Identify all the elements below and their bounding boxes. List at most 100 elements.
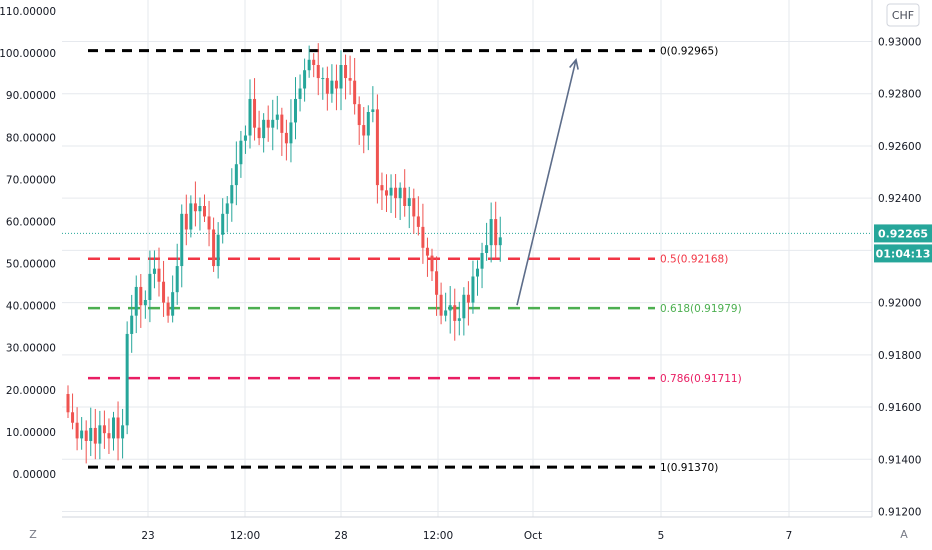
- candle-body: [375, 109, 379, 186]
- left-axis-tick: 60.00000: [6, 216, 56, 228]
- candle-body: [480, 253, 484, 269]
- right-axis-tick: 0.92600: [878, 141, 921, 153]
- candle-body: [112, 417, 115, 439]
- candle-body: [312, 59, 316, 65]
- candle-body: [84, 430, 88, 441]
- candle-body: [189, 203, 193, 230]
- candle-body: [212, 229, 216, 267]
- candle-body: [357, 104, 361, 126]
- candle-body: [348, 78, 352, 81]
- candle-body: [489, 219, 493, 246]
- candle-body: [139, 286, 143, 306]
- right-axis-tick: 0.93000: [878, 37, 921, 49]
- chart-grid: [62, 0, 872, 517]
- left-axis-tick: 80.00000: [6, 132, 56, 144]
- candle-body: [262, 119, 266, 139]
- candle-body: [303, 70, 307, 89]
- arrow-head: [569, 57, 579, 70]
- candle-body: [157, 268, 161, 282]
- time-axis-tick: 12:00: [423, 530, 453, 542]
- candle-body: [75, 422, 79, 439]
- candle-body: [321, 78, 325, 80]
- candle-body: [330, 80, 334, 94]
- left-axis: 110.00000 100.00000 90.00000 80.00000 70.000…: [0, 6, 56, 481]
- candle-body: [239, 140, 243, 165]
- candle-body: [316, 65, 320, 79]
- candle-body: [485, 245, 489, 253]
- candle-body: [453, 305, 457, 321]
- left-axis-tick: 20.00000: [6, 385, 56, 397]
- right-axis-tick: 0.91800: [878, 350, 921, 362]
- candle-body: [435, 271, 439, 295]
- last-price-value: 0.92265: [878, 227, 928, 240]
- fib-level-label: 0.618(0.91979): [660, 303, 742, 315]
- candle-body: [289, 122, 293, 144]
- time-axis-tick: 12:00: [230, 530, 260, 542]
- candle-body: [339, 65, 343, 89]
- candle-body: [430, 255, 434, 272]
- candle-body: [294, 98, 297, 123]
- candle-body: [421, 226, 425, 248]
- candle-body: [275, 114, 279, 120]
- candle-body: [353, 80, 357, 105]
- candle-body: [102, 425, 106, 434]
- candle-body: [234, 164, 238, 186]
- left-axis-tick: 10.00000: [6, 427, 56, 439]
- left-axis-tick: 70.00000: [6, 174, 56, 186]
- right-axis-tick: 0.92000: [878, 298, 921, 310]
- candle-body: [462, 294, 466, 319]
- right-axis-tick: 0.92800: [878, 89, 921, 101]
- candle-body: [398, 187, 402, 199]
- right-axis-tick: 0.92400: [878, 193, 921, 205]
- trend-arrow: [516, 57, 579, 306]
- candle-body: [207, 216, 211, 230]
- candle-body: [225, 203, 229, 214]
- fib-level-label: 1(0.91370): [660, 462, 718, 474]
- left-axis-tick: 110.00000: [0, 6, 56, 18]
- candle-body: [466, 294, 470, 303]
- candle-body: [471, 276, 475, 303]
- candle-body: [116, 417, 120, 439]
- candle-body: [248, 98, 252, 136]
- candle-body: [494, 219, 498, 246]
- currency-label[interactable]: CHF: [886, 3, 920, 27]
- left-axis-tick: 30.00000: [6, 343, 56, 355]
- candle-body: [125, 333, 129, 426]
- fib-level-label: 0(0.92965): [660, 46, 718, 58]
- left-axis-tick: 40.00000: [6, 301, 56, 313]
- auto-scale-button[interactable]: A: [900, 528, 908, 541]
- candle-body: [266, 119, 270, 128]
- time-axis-tick: 7: [786, 530, 793, 542]
- candle-body: [407, 198, 411, 206]
- candle-body: [394, 187, 398, 199]
- candle-body: [180, 213, 184, 267]
- candle-body: [257, 127, 261, 139]
- candle-body: [403, 187, 407, 206]
- candle-body: [380, 185, 384, 191]
- right-axis-tick: 0.91600: [878, 402, 921, 414]
- left-axis-tick: 100.00000: [0, 48, 56, 60]
- candle-body: [184, 213, 188, 230]
- fib-level-label: 0.786(0.91711): [660, 373, 742, 385]
- arrow-shaft: [516, 59, 577, 306]
- bar-countdown: 01:04:13: [876, 247, 931, 260]
- candle-body: [166, 302, 170, 316]
- right-axis-tick: 0.91200: [878, 507, 921, 519]
- candle-body: [284, 132, 288, 144]
- candle-body: [175, 266, 179, 293]
- candle-body: [107, 433, 111, 439]
- candle-body: [476, 268, 479, 277]
- candle-body: [444, 310, 448, 316]
- candle-body: [216, 234, 220, 267]
- candle-body: [280, 114, 284, 133]
- candle-body: [271, 119, 275, 128]
- right-axis-tick: 0.91400: [878, 454, 921, 466]
- candles: [66, 43, 502, 464]
- candle-body: [152, 268, 156, 274]
- candle-body: [89, 427, 93, 441]
- candle-body: [498, 237, 502, 246]
- candle-body: [71, 412, 75, 423]
- candle-body: [371, 109, 375, 112]
- zoom-button[interactable]: Z: [29, 528, 37, 541]
